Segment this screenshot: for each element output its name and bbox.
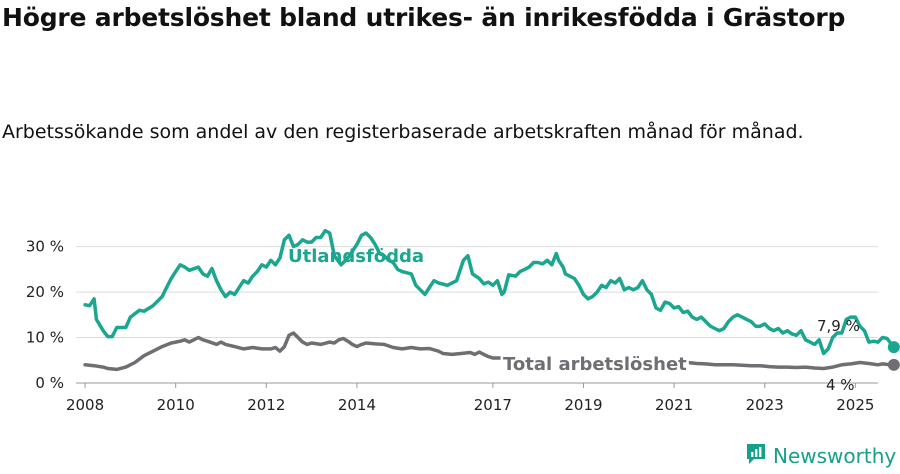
- end-value-utlandsfodda: 7,9 %: [817, 317, 860, 335]
- x-tick-label: 2023: [746, 396, 784, 414]
- x-tick-label: 2025: [836, 396, 874, 414]
- y-tick-label: 30 %: [26, 238, 64, 256]
- end-point-utlandsfodda: [887, 341, 900, 354]
- y-tick-label: 10 %: [26, 329, 64, 347]
- end-value-total: 4 %: [826, 376, 855, 394]
- series-line-total-2: [681, 360, 896, 371]
- brand-name: Newsworthy: [773, 444, 897, 468]
- x-tick-label: 2014: [338, 396, 376, 414]
- series-label-total: Total arbetslöshet: [503, 354, 687, 375]
- series-line-total-1: [83, 331, 518, 372]
- x-tick-label: 2017: [474, 396, 512, 414]
- x-axis-ticks: 2008 2010 2012 2014 2017 2019 2021 2023 2025: [66, 383, 874, 414]
- x-tick-label: 2012: [247, 396, 285, 414]
- series-lines: [83, 228, 900, 372]
- y-axis-ticks: 0 % 10 % 20 % 30 %: [26, 238, 64, 392]
- grid-lines: [76, 246, 878, 384]
- x-tick-label: 2019: [564, 396, 602, 414]
- series-line-utlandsfodda: [83, 228, 896, 356]
- chart-subtitle: Arbetssökande som andel av den registerb…: [2, 121, 804, 143]
- series-label-utlandsfodda: Utlandsfödda: [288, 246, 424, 267]
- series-labels: Utlandsfödda Total arbetslöshet 7,9 % 4 …: [288, 246, 860, 394]
- brand-logo: Newsworthy: [745, 442, 896, 470]
- x-tick-label: 2008: [66, 396, 104, 414]
- chart-title: Högre arbetslöshet bland utrikes- än inr…: [2, 3, 846, 32]
- y-tick-label: 20 %: [26, 283, 64, 301]
- y-tick-label: 0 %: [35, 374, 64, 392]
- x-tick-label: 2021: [655, 396, 693, 414]
- end-point-total: [887, 358, 900, 371]
- newsworthy-logo-icon: [745, 442, 767, 470]
- x-tick-label: 2010: [157, 396, 195, 414]
